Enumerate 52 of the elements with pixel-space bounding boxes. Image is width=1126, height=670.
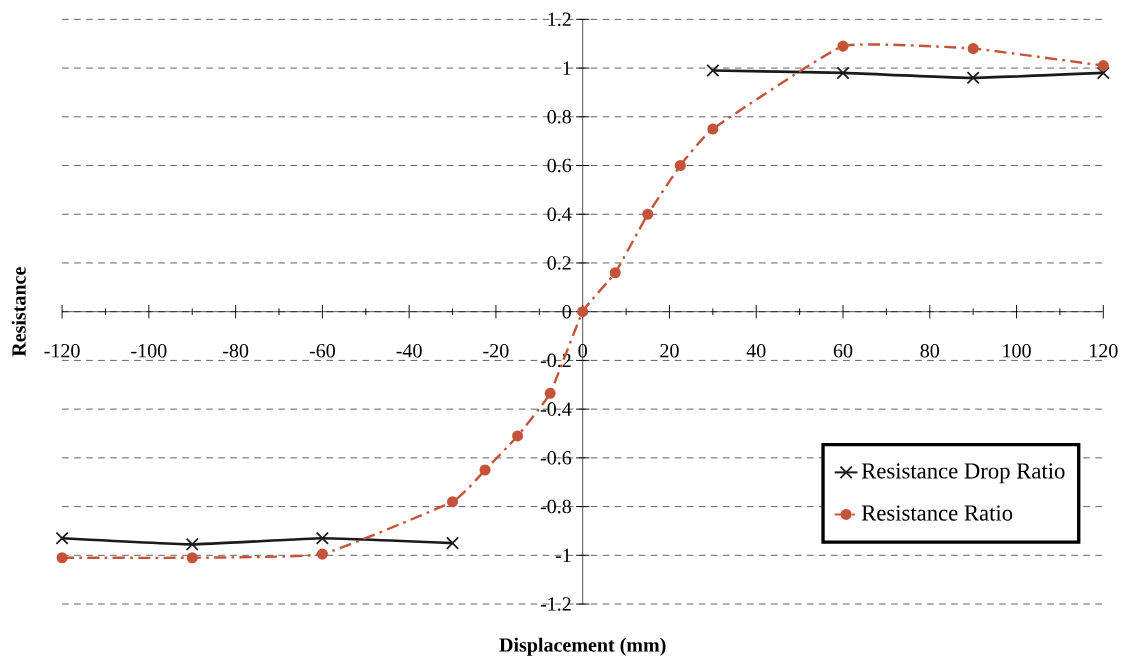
point: [446, 536, 460, 550]
legend-label: Resistance Drop Ratio: [861, 463, 1065, 484]
legend-label: Resistance Ratio: [861, 505, 1013, 521]
y-tick-label: 0.6: [547, 158, 572, 173]
point: [512, 430, 524, 442]
x-tick-label: -100: [131, 343, 167, 358]
point: [544, 387, 556, 399]
point: [186, 552, 198, 564]
point: [315, 531, 329, 545]
y-tick-label: 0.8: [547, 109, 571, 124]
x-tick-label: 80: [920, 343, 940, 358]
point: [707, 123, 719, 135]
point: [836, 66, 850, 80]
point: [966, 71, 980, 85]
point: [55, 531, 69, 545]
point: [56, 552, 68, 564]
y-tick-label: 1: [563, 61, 571, 75]
point: [316, 548, 328, 560]
point: [479, 464, 491, 476]
x-axis-title: Displacement (mm): [499, 637, 666, 656]
point: [609, 267, 621, 279]
x-tick-label: 60: [833, 343, 853, 358]
y-tick-label: -1: [555, 548, 571, 562]
y-tick-label: -1.2: [540, 597, 571, 611]
point: [577, 306, 589, 318]
x-tick-label: -20: [483, 343, 509, 358]
x-tick-label: -40: [396, 343, 422, 358]
y-tick-label: 0: [562, 304, 571, 319]
point: [447, 496, 459, 508]
y-tick-label: -0.8: [540, 499, 571, 514]
x-tick-label: 100: [1003, 343, 1031, 358]
point: [185, 537, 199, 551]
point: [1096, 66, 1110, 80]
x-tick-label: 120: [1090, 343, 1118, 358]
x-tick-label: 0: [578, 343, 587, 358]
x-tick-label: -80: [223, 343, 249, 358]
point: [1097, 60, 1109, 72]
point: [967, 42, 979, 55]
point: [837, 40, 849, 52]
point: [642, 208, 654, 220]
y-axis-title: Resistance: [11, 267, 26, 357]
point: [674, 159, 686, 172]
y-tick-label: 0.2: [547, 256, 571, 270]
x-tick-label: -60: [309, 343, 335, 358]
x-tick-label: 20: [660, 343, 679, 358]
x-tick-label: 40: [746, 343, 766, 358]
y-tick-label: -0.6: [540, 451, 572, 465]
point: [706, 63, 720, 77]
x-tick-label: -120: [44, 343, 80, 358]
y-tick-label: -0.4: [540, 402, 572, 416]
y-tick-label: 1.2: [548, 12, 571, 27]
y-tick-label: 0.4: [547, 207, 572, 221]
